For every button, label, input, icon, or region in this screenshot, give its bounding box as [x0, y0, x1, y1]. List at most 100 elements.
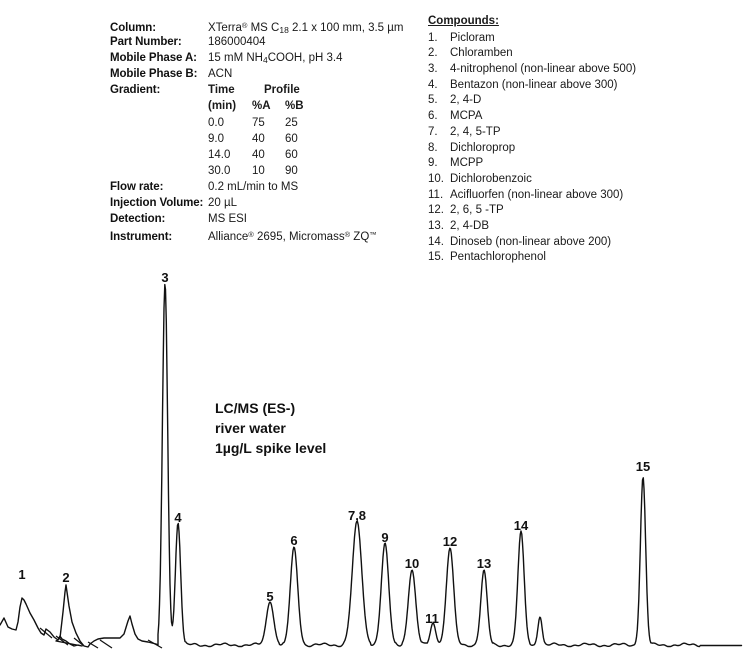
chromatogram-annotation: LC/MS (ES-) river water 1µg/L spike leve… [215, 398, 326, 458]
instrument-label: Instrument: [110, 231, 173, 244]
compound-item: 7. 2, 4, 5-TP [428, 125, 728, 141]
compound-name: 2, 4-DB [450, 219, 489, 232]
compound-item: 9. MCPP [428, 156, 728, 172]
method-row-mobile-phase-b: Mobile Phase B: ACN [110, 66, 430, 82]
gradient-cell-time: 9.0 [208, 132, 224, 145]
gradient-units-b: %B [285, 100, 304, 113]
peak-label-2: 2 [62, 570, 70, 585]
compound-number: 5. [428, 94, 438, 107]
column-phase: MS C [247, 22, 280, 35]
annotation-line-2: river water [215, 420, 286, 436]
compound-number: 9. [428, 157, 438, 170]
part-number-value: 186000404 [208, 36, 266, 49]
chromatogram-trace-svg [0, 283, 743, 649]
gradient-table-body: 0.0 75 25 9.0 40 60 14.0 40 60 30.0 10 90 [110, 115, 430, 179]
registered-icon-3: ® [344, 230, 351, 240]
gradient-col-time: Time [208, 84, 235, 97]
compound-number: 2. [428, 47, 438, 60]
compounds-rows: 1. Picloram 2. Chloramben 3. 4-nitrophenol (n… [428, 31, 728, 266]
gradient-cell-a: 10 [252, 164, 265, 177]
compound-item: 10. Dichlorobenzoic [428, 172, 728, 188]
column-subscript: 18 [279, 25, 289, 35]
compound-name: MCPP [450, 157, 484, 170]
compound-number: 12. [428, 204, 444, 217]
chromatogram-plot: 1 2 3 4 5 6 7,8 9 10 11 12 13 14 15 [0, 255, 756, 654]
peak-label-14: 14 [513, 518, 529, 533]
instrument-pre: Alliance [208, 231, 249, 244]
gradient-header-row: Time Profile [208, 82, 430, 98]
compound-name: 2, 4-D [450, 94, 482, 107]
gradient-header: Time Profile [208, 82, 430, 98]
injection-volume-label: Injection Volume: [110, 197, 204, 210]
compound-number: 4. [428, 78, 438, 91]
peak-label-5: 5 [266, 589, 274, 604]
peak-label-3: 3 [161, 270, 169, 285]
compound-number: 8. [428, 141, 438, 154]
compound-name: 4-nitrophenol (non-linear above 500) [450, 63, 637, 76]
method-row-flow-rate: Flow rate: 0.2 mL/min to MS [110, 179, 430, 195]
compound-name: Dichlorobenzoic [450, 172, 532, 185]
method-row-injection-volume: Injection Volume: 20 µL [110, 195, 430, 211]
gradient-label: Gradient: [110, 84, 161, 97]
gradient-units-row: (min) %A %B [208, 98, 430, 114]
gradient-cell-a: 40 [252, 148, 265, 161]
injection-volume-value: 20 µL [208, 197, 238, 210]
integration-tick [147, 639, 163, 649]
peak-label-12: 12 [442, 534, 458, 549]
compound-number: 1. [428, 31, 438, 44]
compound-name: 2, 4, 5-TP [450, 125, 501, 138]
compound-name: Acifluorfen (non-linear above 300) [450, 188, 624, 201]
compound-item: 2. Chloramben [428, 46, 728, 62]
compound-number: 14. [428, 235, 444, 248]
gradient-row: 14.0 40 60 [208, 147, 430, 163]
part-number-label: Part Number: [110, 36, 182, 49]
compounds-list: Compounds: 1. Picloram 2. Chloramben 3. 4-nit… [428, 14, 728, 266]
integration-tick [87, 641, 99, 649]
gradient-cell-a: 40 [252, 132, 265, 145]
detection-label: Detection: [110, 213, 166, 226]
compound-name: MCPA [450, 110, 483, 123]
gradient-cell-b: 90 [285, 164, 298, 177]
gradient-cell-time: 14.0 [208, 148, 231, 161]
compound-name: 2, 6, 5 -TP [450, 204, 504, 217]
gradient-cell-b: 25 [285, 116, 298, 129]
compound-item: 1. Picloram [428, 31, 728, 47]
method-row-gradient: Gradient: Time Profile [110, 82, 430, 98]
compound-number: 13. [428, 219, 444, 232]
compound-item: 15. Pentachlorophenol [428, 250, 728, 266]
flow-rate-label: Flow rate: [110, 180, 164, 193]
compound-number: 15. [428, 251, 444, 264]
compound-item: 6. MCPA [428, 109, 728, 125]
gradient-cell-time: 0.0 [208, 116, 224, 129]
compound-number: 10. [428, 172, 444, 185]
gradient-cell-b: 60 [285, 148, 298, 161]
integration-tick [55, 635, 69, 646]
column-value: XTerra® MS C18 2.1 x 100 mm, 3.5 µm [208, 18, 430, 38]
gradient-units-a: %A [252, 100, 271, 113]
compound-name: Pentachlorophenol [450, 251, 546, 264]
method-row-column: Column: XTerra® MS C18 2.1 x 100 mm, 3.5… [110, 18, 430, 35]
column-brand: XTerra [208, 22, 242, 35]
gradient-cell-a: 75 [252, 116, 265, 129]
chromatogram-trace [0, 283, 743, 648]
column-label: Column: [110, 22, 156, 35]
compound-item: 14. Dinoseb (non-linear above 200) [428, 235, 728, 251]
instrument-value: Alliance® 2695, Micromass® ZQ™ [208, 227, 430, 245]
compound-number: 11. [428, 188, 444, 201]
gradient-row: 9.0 40 60 [208, 131, 430, 147]
peak-label-15: 15 [635, 459, 651, 474]
compound-item: 12. 2, 6, 5 -TP [428, 203, 728, 219]
flow-rate-value: 0.2 mL/min to MS [208, 180, 299, 193]
peak-label-13: 13 [476, 556, 492, 571]
method-row-mobile-phase-a: Mobile Phase A: 15 mM NH4COOH, pH 3.4 [110, 50, 430, 66]
detection-value: MS ESI [208, 213, 247, 226]
compound-item: 5. 2, 4-D [428, 93, 728, 109]
mobile-a-pre: 15 mM NH [208, 52, 263, 65]
compound-name: Dinoseb (non-linear above 200) [450, 235, 612, 248]
compound-item: 13. 2, 4-DB [428, 219, 728, 235]
registered-icon: ® [241, 21, 248, 30]
compound-name: Picloram [450, 31, 495, 44]
peak-label-10: 10 [404, 556, 420, 571]
compound-number: 6. [428, 110, 438, 123]
instrument-post: ZQ [350, 231, 370, 244]
